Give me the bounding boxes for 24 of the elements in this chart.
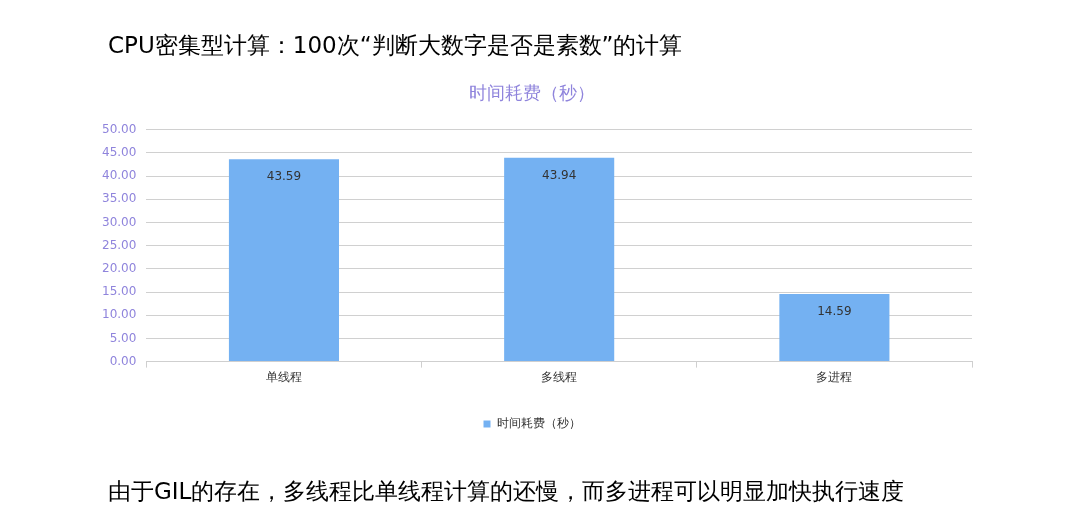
- y-tick-label: 0.00: [109, 353, 137, 368]
- x-tick-label: 多进程: [816, 369, 853, 384]
- chart-title: 时间耗费（秒）: [469, 82, 595, 104]
- y-tick-label: 30.00: [101, 214, 137, 229]
- y-tick-label: 50.00: [101, 121, 137, 136]
- y-tick-label: 45.00: [101, 144, 137, 159]
- legend-label: 时间耗费（秒）: [496, 416, 581, 431]
- data-label: 43.59: [266, 169, 302, 184]
- y-tick-label: 40.00: [101, 168, 137, 183]
- x-tick-label: 单线程: [265, 369, 302, 384]
- bar: [228, 159, 339, 362]
- data-label: 43.94: [542, 167, 577, 182]
- data-label: 14.59: [817, 304, 852, 319]
- y-tick-label: 20.00: [101, 260, 137, 275]
- y-tick-label: 25.00: [101, 237, 137, 252]
- y-tick-label: 5.00: [109, 330, 137, 345]
- y-tick-label: 35.00: [101, 191, 137, 206]
- bar: [779, 293, 890, 362]
- text: CPU密集型计算：100次“判断大数字是否是素数”的计算: [108, 31, 683, 60]
- bar: [504, 157, 615, 362]
- y-tick-label: 10.00: [101, 307, 137, 322]
- x-tick-label: 多线程: [541, 369, 578, 384]
- text: 由于GIL的存在，多线程比单线程计算的还慢，而多进程可以明显加快执行速度: [108, 477, 905, 506]
- y-tick-label: 15.00: [101, 284, 137, 299]
